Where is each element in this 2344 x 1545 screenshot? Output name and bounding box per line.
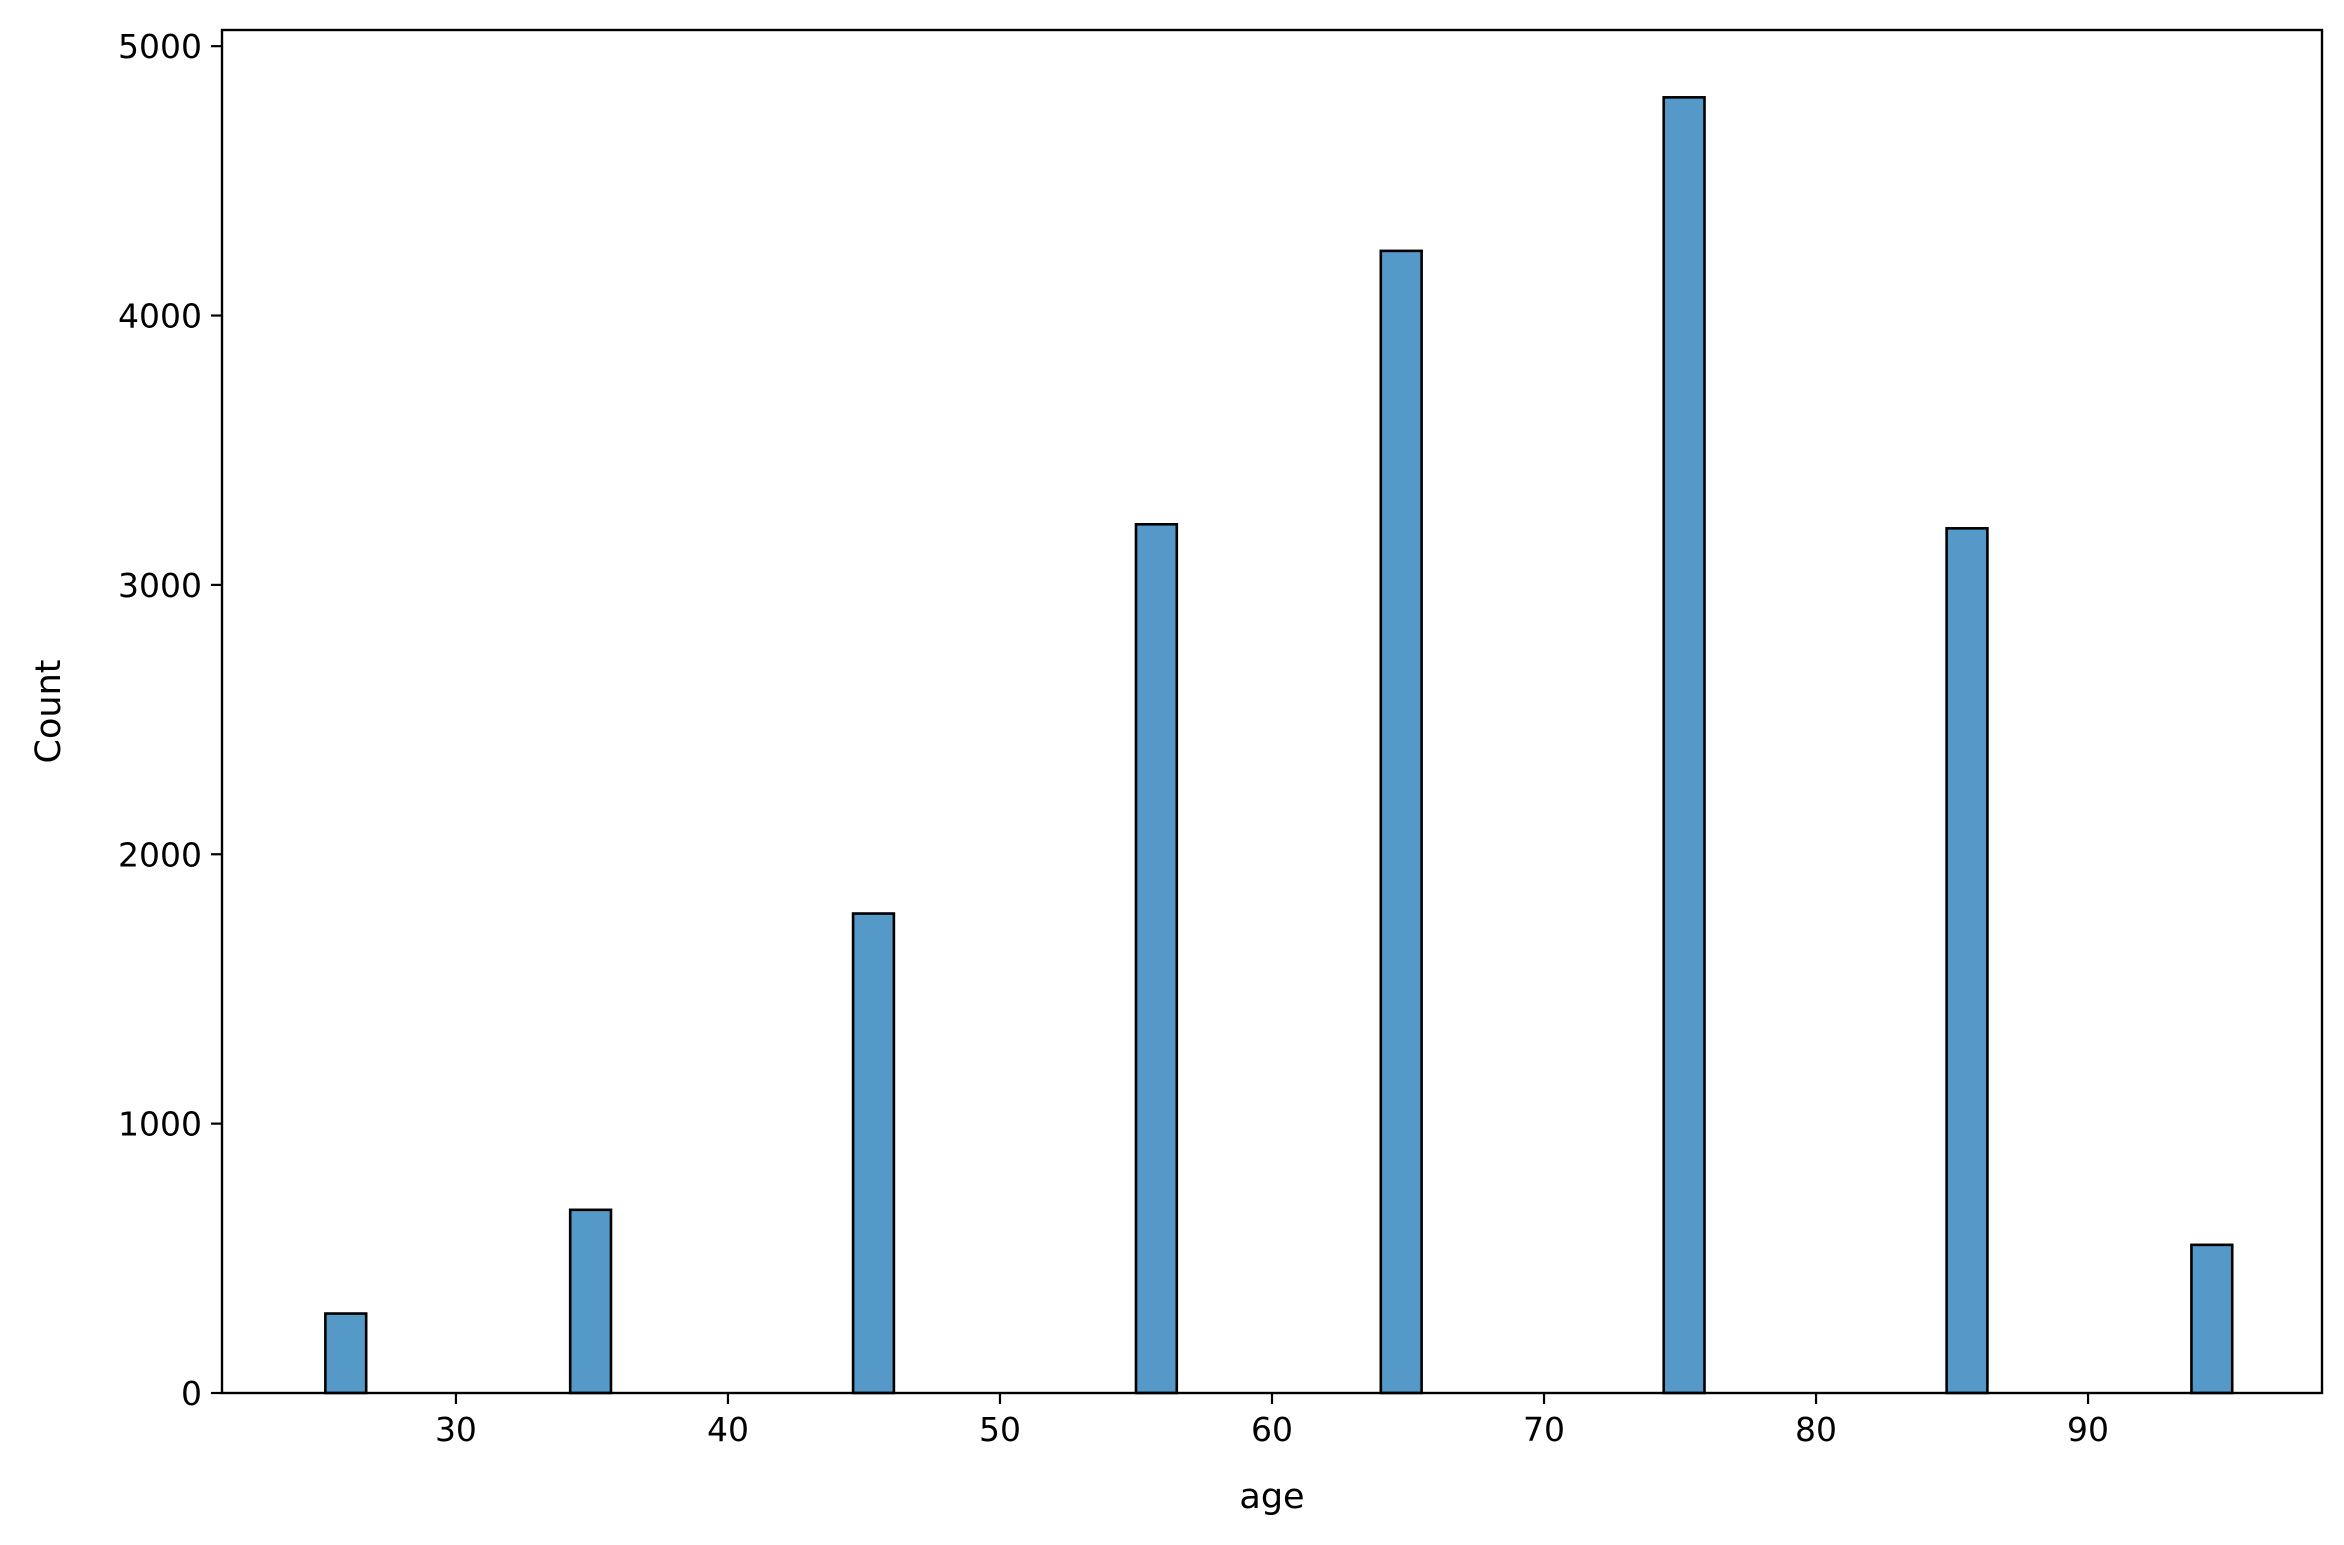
- bars-group: [324, 96, 2234, 1395]
- y-axis-ticks: 0 1000 2000 3000 4000 5000: [118, 27, 222, 1413]
- x-tick-label-0: 30: [435, 1410, 477, 1449]
- bar-2: [851, 912, 896, 1395]
- x-axis-ticks: 30 40 50 60 70 80 90: [435, 1393, 2109, 1449]
- plot-frame: [220, 28, 2324, 1395]
- y-tick-label-3: 3000: [118, 566, 202, 605]
- y-tick-label-1: 1000: [118, 1105, 202, 1144]
- x-tick-label-1: 40: [707, 1410, 749, 1449]
- x-tick-label-5: 80: [1795, 1410, 1837, 1449]
- x-tick-label-6: 90: [2067, 1410, 2109, 1449]
- bar-1: [568, 1208, 613, 1395]
- y-tick-label-0: 0: [181, 1374, 202, 1413]
- y-tick-label-2: 2000: [118, 835, 202, 874]
- x-axis-label: age: [1239, 1477, 1304, 1517]
- bar-0: [324, 1312, 368, 1395]
- bar-7: [2190, 1243, 2234, 1395]
- y-tick-label-4: 4000: [118, 297, 202, 336]
- bar-5: [1662, 96, 1706, 1395]
- bar-6: [1945, 527, 1989, 1395]
- bar-3: [1134, 522, 1179, 1395]
- bar-4: [1379, 249, 1423, 1395]
- y-axis-label: Count: [29, 660, 69, 764]
- x-tick-label-2: 50: [979, 1410, 1021, 1449]
- x-tick-label-4: 70: [1523, 1410, 1565, 1449]
- x-tick-label-3: 60: [1251, 1410, 1293, 1449]
- y-tick-label-5: 5000: [118, 27, 202, 66]
